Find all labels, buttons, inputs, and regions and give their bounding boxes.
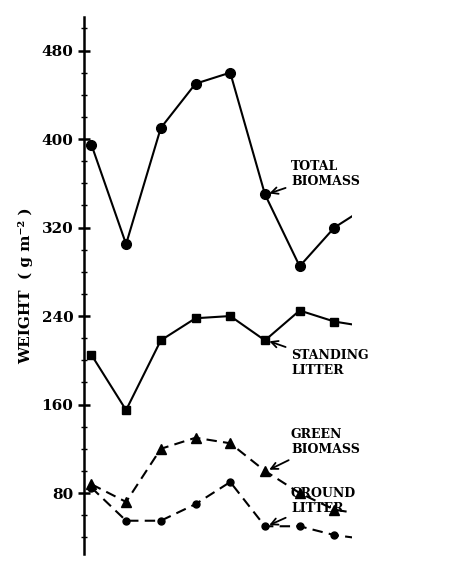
Text: GROUND
LITTER: GROUND LITTER <box>271 487 356 524</box>
Text: GREEN
BIOMASS: GREEN BIOMASS <box>271 428 360 469</box>
Y-axis label: WEIGHT  ( g m⁻² ): WEIGHT ( g m⁻² ) <box>18 207 33 364</box>
Text: TOTAL
BIOMASS: TOTAL BIOMASS <box>271 160 360 194</box>
Text: STANDING
LITTER: STANDING LITTER <box>271 341 369 377</box>
